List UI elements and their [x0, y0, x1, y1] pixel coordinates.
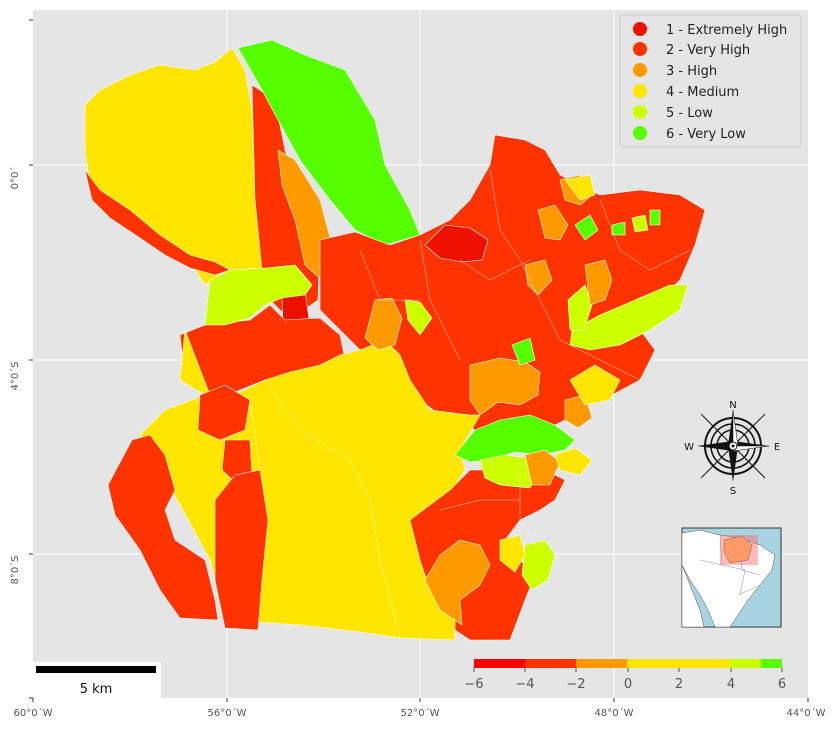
region-east-medium-c: [554, 447, 593, 476]
compass-w-label: W: [684, 442, 694, 453]
region-jamanxim-veryhigh: [214, 469, 269, 631]
region-low-small-a: [404, 299, 433, 336]
colorbar: −6 −4 −2 0 2 4 6: [464, 659, 786, 692]
region-east-high-b: [537, 204, 569, 241]
region-central-veryhigh-a: [197, 384, 251, 441]
x-tick-label-2: 52°0´W: [401, 707, 440, 719]
colorbar-tick-0: −6: [464, 677, 483, 692]
legend-marker-4: [633, 105, 647, 119]
legend-label-4: 5 - Low: [666, 106, 713, 121]
compass-e-label: E: [774, 442, 780, 453]
region-center-high: [364, 297, 403, 351]
y-axis: 0°0´ 4°0´S 8°0´S: [9, 19, 33, 699]
legend-marker-2: [633, 63, 647, 77]
legend-marker-5: [633, 126, 647, 140]
region-verylow-small-a: [511, 337, 536, 366]
region-south-high: [424, 539, 491, 626]
region-east-high-a: [469, 357, 541, 416]
colorbar-tick-5: 4: [727, 677, 735, 692]
region-east-medium-b: [569, 364, 621, 406]
region-east-medium-d: [499, 534, 526, 573]
legend-box: [619, 14, 802, 148]
colorbar-tick-3: 0: [624, 677, 632, 692]
legend-marker-3: [633, 84, 647, 98]
x-axis: 60°0´W 56°0´W 52°0´W 48°0´W 44°0´W: [14, 698, 826, 719]
legend-marker-0: [633, 22, 647, 36]
compass-rose: N S E W: [684, 400, 780, 497]
colorbar-tick-4: 2: [675, 677, 683, 692]
region-northeast-low: [569, 284, 689, 351]
compass-n-label: N: [729, 400, 736, 411]
region-east-high-c: [524, 259, 553, 296]
region-east-high-d: [584, 259, 613, 306]
x-tick-label-3: 48°0´W: [595, 707, 634, 719]
region-extremely-high-1: [424, 224, 489, 263]
y-tick-label-1: 4°0´S: [9, 361, 21, 390]
legend-label-2: 3 - High: [666, 64, 717, 79]
region-verylow-small-d: [611, 221, 626, 236]
region-verylow-small-c: [649, 209, 661, 226]
region-northwest-veryhigh: [84, 169, 231, 276]
legend-label-0: 1 - Extremely High: [666, 23, 787, 38]
region-east-high-g: [524, 449, 561, 486]
legend-label-3: 4 - Medium: [666, 85, 739, 100]
x-tick-label-0: 60°0´W: [14, 707, 53, 719]
compass-s-label: S: [730, 486, 736, 497]
legend-label-5: 6 - Very Low: [666, 127, 746, 142]
colorbar-tick-2: −2: [566, 677, 585, 692]
region-low-small-b: [631, 214, 649, 233]
y-tick-label-0: 0°0´: [9, 167, 21, 190]
inset-locator-map: [681, 527, 782, 628]
region-east-medium-a: [564, 174, 596, 201]
scale-bar: 5 km: [33, 662, 161, 698]
y-tick-label-2: 8°0´S: [9, 555, 21, 584]
state-regions: [84, 39, 706, 641]
legend: 1 - Extremely High 2 - Very High 3 - Hig…: [619, 14, 802, 148]
scale-bar-label: 5 km: [80, 682, 113, 697]
x-tick-label-1: 56°0´W: [208, 707, 247, 719]
x-tick-label-4: 44°0´W: [787, 707, 826, 719]
region-west-low: [204, 264, 313, 326]
region-low-south: [521, 539, 556, 591]
legend-label-1: 2 - Very High: [666, 43, 750, 58]
municipality-borders: [249, 169, 691, 639]
region-trombetas-veryhigh: [251, 84, 321, 321]
colorbar-tick-1: −4: [515, 677, 534, 692]
region-low-vertical: [567, 284, 593, 331]
legend-marker-1: [633, 42, 647, 56]
region-southwest-veryhigh: [107, 434, 219, 621]
region-verylow-small-b: [574, 214, 599, 241]
colorbar-tick-6: 6: [778, 677, 786, 692]
